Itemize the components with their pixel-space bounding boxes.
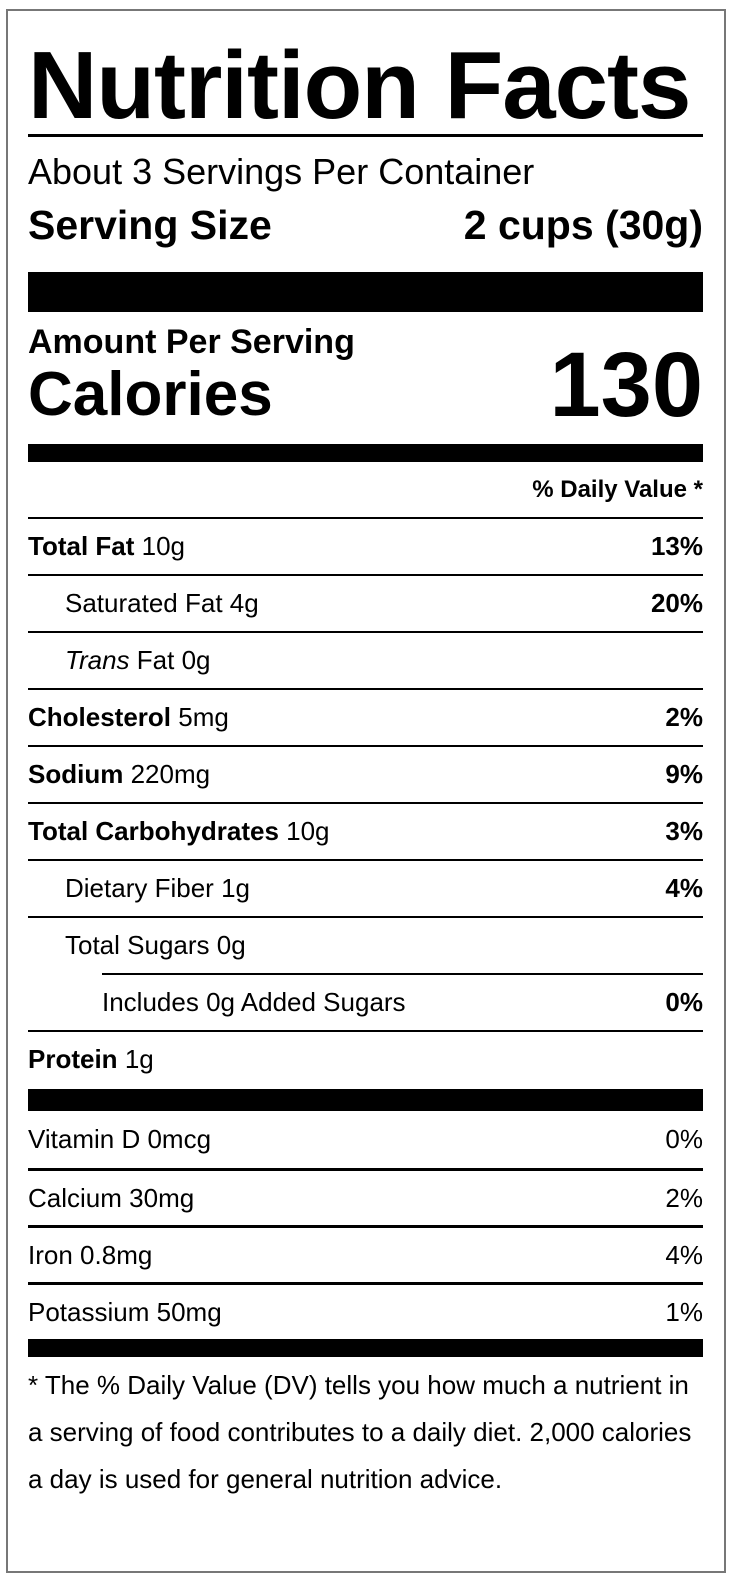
nutrient-dv: 13% — [650, 531, 703, 561]
thick-divider — [28, 1089, 703, 1111]
nutrient-name: Includes 0g Added Sugars — [102, 987, 406, 1017]
vitamin-row-potassium: Potassium 50mg 1% — [28, 1282, 703, 1339]
nutrient-row-added-sugars: Includes 0g Added Sugars 0% — [102, 973, 703, 1030]
nutrient-row-protein: Protein 1g — [28, 1030, 703, 1087]
nutrient-row-total-fat: Total Fat 10g 13% — [28, 517, 703, 574]
nutrient-amount: 10g — [141, 531, 186, 561]
label-border — [6, 9, 726, 1573]
vitamin-row-vitamin-d: Vitamin D 0mcg 0% — [28, 1111, 703, 1168]
nutrient-dv: 0% — [665, 987, 703, 1017]
nutrient-amount: 1g — [221, 873, 250, 903]
vitamin-dv: 1% — [665, 1296, 703, 1327]
daily-value-header: % Daily Value * — [532, 476, 703, 503]
servings-per-container: About 3 Servings Per Container — [28, 151, 535, 192]
nutrient-amount: 10g — [286, 816, 330, 846]
nutrient-dv: 2% — [665, 702, 703, 732]
thick-divider — [28, 272, 703, 312]
nutrient-name: Dietary Fiber — [65, 873, 214, 903]
nutrient-dv: 20% — [650, 588, 703, 618]
nutrient-name: Trans — [65, 645, 130, 675]
nutrient-amount: 220mg — [130, 759, 211, 789]
calories-value: 130 — [549, 334, 704, 436]
footnote: * The % Daily Value (DV) tells you how m… — [28, 1370, 692, 1494]
nutrient-amount: 0g — [181, 645, 211, 675]
divider — [28, 134, 703, 137]
vitamin-dv: 4% — [665, 1239, 703, 1270]
nutrient-name: Protein — [28, 1044, 118, 1074]
nutrient-amount: 4g — [229, 588, 259, 618]
vitamin-dv: 0% — [665, 1124, 703, 1154]
vitamin-row-iron: Iron 0.8mg 4% — [28, 1225, 703, 1282]
nutrient-name: Total Fat — [28, 531, 135, 561]
label-title: Nutrition Facts — [28, 32, 691, 139]
vitamin-name: Vitamin D — [28, 1124, 141, 1154]
nutrient-row-dietary-fiber: Dietary Fiber 1g 4% — [28, 859, 703, 916]
nutrient-dv: 3% — [665, 816, 703, 846]
serving-size-label: Serving Size — [28, 202, 272, 248]
vitamin-dv: 2% — [665, 1182, 703, 1213]
serving-size-value: 2 cups (30g) — [463, 202, 703, 248]
nutrient-name-suffix: Fat — [136, 645, 175, 675]
nutrient-amount: 1g — [124, 1044, 154, 1074]
serving-size: Serving Size 2 cups (30g) — [28, 200, 703, 250]
calories-label: Calories — [28, 360, 273, 429]
nutrient-name: Total Sugars — [65, 930, 210, 960]
nutrient-row-cholesterol: Cholesterol 5mg 2% — [28, 688, 703, 745]
nutrient-name: Sodium — [28, 759, 124, 789]
nutrient-amount: 5mg — [178, 702, 229, 732]
vitamin-name: Iron — [28, 1239, 73, 1270]
nutrient-name: Saturated Fat — [65, 588, 223, 618]
nutrient-dv: 4% — [665, 873, 703, 903]
nutrient-row-sodium: Sodium 220mg 9% — [28, 745, 703, 802]
nutrient-amount: 0g — [216, 930, 246, 960]
vitamin-name: Potassium — [28, 1296, 150, 1327]
nutrient-name: Cholesterol — [28, 702, 172, 732]
nutrient-row-trans-fat: Trans Fat 0g — [28, 631, 703, 688]
nutrient-dv: 9% — [665, 759, 703, 789]
vitamin-amount: 0mcg — [147, 1124, 212, 1154]
vitamin-name: Calcium — [28, 1182, 122, 1213]
vitamin-amount: 0.8mg — [80, 1239, 153, 1270]
nutrient-row-total-sugars: Total Sugars 0g — [28, 916, 703, 973]
thick-divider — [28, 1339, 703, 1357]
nutrient-list: Total Fat 10g 13% Saturated Fat 4g 20% T… — [28, 517, 703, 1087]
vitamin-row-calcium: Calcium 30mg 2% — [28, 1168, 703, 1225]
vitamin-list: Vitamin D 0mcg 0% Calcium 30mg 2% Iron 0… — [28, 1111, 703, 1339]
amount-per-serving: Amount Per Serving — [28, 323, 355, 361]
vitamin-amount: 30mg — [129, 1182, 195, 1213]
nutrient-row-total-carbohydrates: Total Carbohydrates 10g 3% — [28, 802, 703, 859]
thick-divider — [28, 444, 703, 462]
nutrient-row-saturated-fat: Saturated Fat 4g 20% — [28, 574, 703, 631]
vitamin-amount: 50mg — [156, 1296, 222, 1327]
nutrient-name: Total Carbohydrates — [28, 816, 279, 846]
